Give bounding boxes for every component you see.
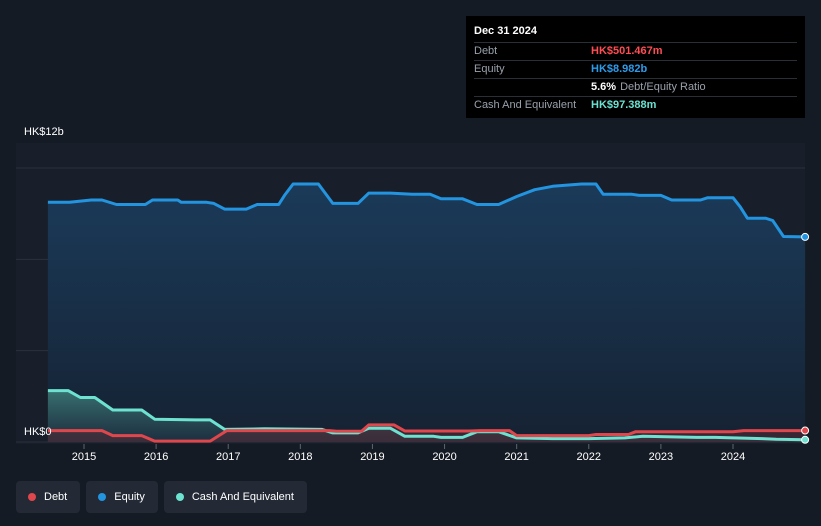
legend-dot-debt bbox=[28, 493, 36, 501]
legend-label-equity: Equity bbox=[114, 491, 145, 503]
chart-legend: Debt Equity Cash And Equivalent bbox=[16, 481, 307, 513]
x-tick-label-2024: 2024 bbox=[721, 451, 745, 463]
x-axis-ticks: 2015 2016 2017 2018 2019 2020 2021 2022 2023 2024 bbox=[72, 444, 745, 463]
tooltip-ratio-value: 5.6% bbox=[591, 81, 617, 93]
debt-line bbox=[47, 423, 806, 443]
tooltip-ratio-row: 5.6% Debt/Equity Ratio bbox=[474, 78, 797, 96]
debt-end-point bbox=[801, 426, 810, 435]
legend-item-cash[interactable]: Cash And Equivalent bbox=[163, 481, 307, 513]
x-tick-label-2022: 2022 bbox=[577, 451, 601, 463]
x-tick-label-2020: 2020 bbox=[432, 451, 456, 463]
tooltip-equity-label: Equity bbox=[474, 63, 505, 75]
y-tick-label-top: HK$12b bbox=[24, 126, 64, 138]
tooltip-date: Dec 31 2024 bbox=[474, 25, 537, 37]
tooltip-cash-row: Cash And Equivalent HK$97.388m bbox=[474, 96, 797, 114]
x-tick-label-2017: 2017 bbox=[216, 451, 240, 463]
cash-and-equivalent-line bbox=[47, 389, 806, 442]
series-end-markers bbox=[801, 232, 810, 444]
tooltip-debt-row: Debt HK$501.467m bbox=[474, 42, 797, 60]
series-lines bbox=[47, 182, 806, 443]
legend-item-equity[interactable]: Equity bbox=[86, 481, 158, 513]
legend-dot-cash bbox=[175, 493, 184, 501]
x-tick-label-2015: 2015 bbox=[72, 451, 96, 463]
legend-item-debt[interactable]: Debt bbox=[16, 481, 81, 513]
x-tick-label-2019: 2019 bbox=[360, 451, 384, 463]
series-areas bbox=[47, 184, 806, 442]
x-tick-label-2016: 2016 bbox=[144, 451, 168, 463]
tooltip-panel: Dec 31 2024 Debt HK$501.467m Equity HK$8… bbox=[466, 16, 805, 118]
tooltip-cash-label: Cash And Equivalent bbox=[474, 99, 577, 111]
legend-dot-equity bbox=[98, 493, 107, 501]
x-tick-label-2023: 2023 bbox=[649, 451, 673, 463]
tooltip-cash-value: HK$97.388m bbox=[591, 99, 657, 111]
tooltip-ratio-label: Debt/Equity Ratio bbox=[620, 81, 706, 93]
equity-line bbox=[47, 182, 806, 239]
x-tick-label-2018: 2018 bbox=[288, 451, 312, 463]
tooltip-debt-value: HK$501.467m bbox=[591, 45, 663, 57]
cash-and-equivalent-end-point bbox=[801, 435, 810, 444]
tooltip-equity-row: Equity HK$8.982b bbox=[474, 60, 797, 78]
equity-area bbox=[47, 184, 806, 442]
x-tick-label-2021: 2021 bbox=[504, 451, 528, 463]
equity-end-point bbox=[801, 232, 810, 241]
tooltip-debt-label: Debt bbox=[474, 45, 498, 57]
y-tick-label-bottom: HK$0 bbox=[24, 426, 52, 438]
tooltip-equity-value: HK$8.982b bbox=[591, 63, 648, 75]
legend-label-debt: Debt bbox=[44, 491, 68, 503]
legend-label-cash: Cash And Equivalent bbox=[191, 491, 294, 503]
